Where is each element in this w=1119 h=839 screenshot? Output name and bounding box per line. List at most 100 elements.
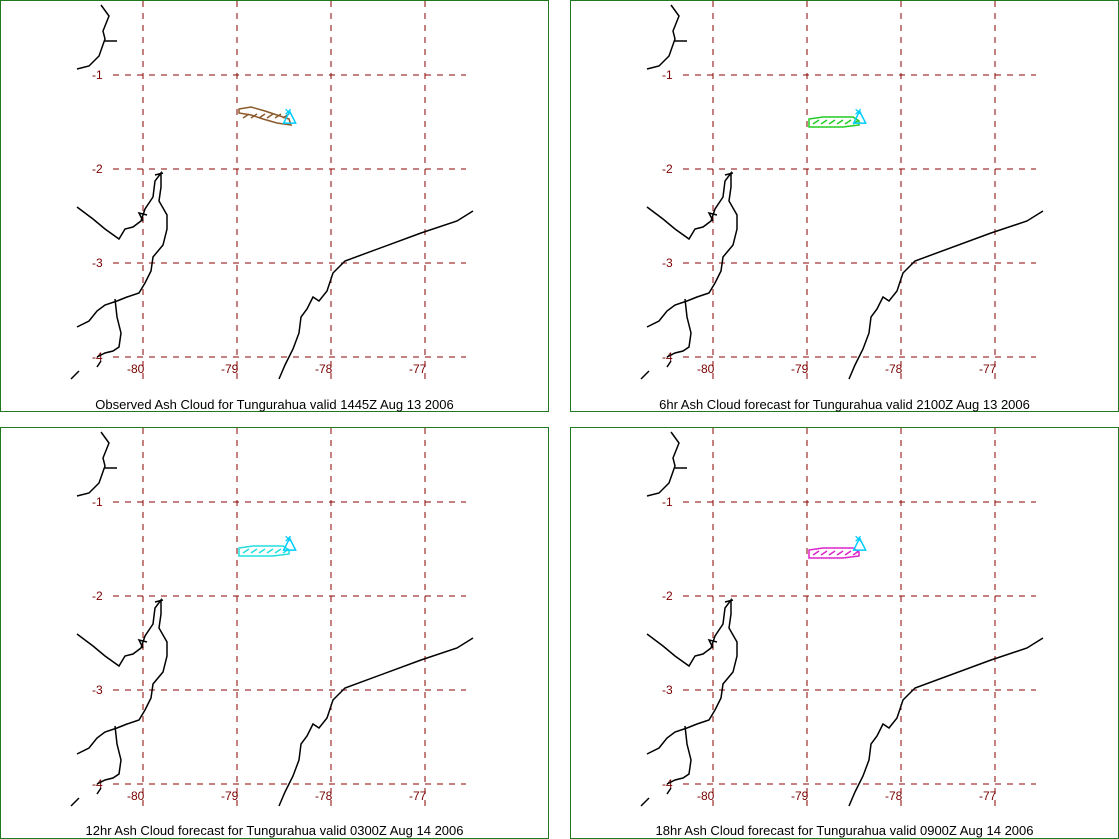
- panel-caption: Observed Ash Cloud for Tungurahua valid …: [95, 397, 454, 412]
- longitude-label: -79: [791, 362, 809, 376]
- latitude-label: -2: [92, 589, 103, 603]
- coastline: [666, 360, 672, 368]
- longitude-label: -77: [979, 362, 997, 376]
- coastline: [70, 797, 80, 807]
- panel-caption: 6hr Ash Cloud forecast for Tungurahua va…: [659, 397, 1030, 412]
- coastline: [646, 170, 738, 328]
- latitude-label: -2: [662, 589, 673, 603]
- volcano-star-icon: [285, 535, 292, 542]
- coastline: [724, 172, 734, 176]
- map-panel-observed: -1 -2 -3 -4 -80 -79 -78 -77 Observed Ash Cloud …: [0, 0, 549, 412]
- coastline: [646, 597, 738, 755]
- border-line: [278, 210, 474, 380]
- latitude-label: -1: [92, 68, 103, 82]
- longitude-label: -78: [885, 789, 903, 803]
- ash-cloud-hatch: [242, 113, 250, 119]
- ash-cloud-hatch: [274, 113, 282, 119]
- ash-cloud-hatch: [250, 113, 258, 119]
- coastline: [646, 4, 680, 70]
- longitude-label: -77: [979, 789, 997, 803]
- coastline: [76, 170, 168, 328]
- ash-cloud-hatch: [258, 548, 266, 554]
- longitude-label: -80: [697, 789, 715, 803]
- latitude-label: -2: [92, 162, 103, 176]
- volcano-star-icon: [855, 108, 862, 115]
- ash-cloud-hatch: [844, 119, 852, 125]
- longitude-label: -77: [409, 789, 427, 803]
- coastline: [707, 211, 718, 222]
- coastline: [724, 599, 734, 603]
- ash-cloud-hatch: [836, 550, 844, 556]
- volcano-star-icon: [285, 108, 292, 115]
- latitude-label: -1: [92, 495, 103, 509]
- ash-cloud-hatch: [274, 548, 282, 554]
- ash-cloud-hatch: [242, 548, 250, 554]
- panel-caption: 18hr Ash Cloud forecast for Tungurahua v…: [655, 823, 1034, 838]
- ash-cloud-hatch: [820, 550, 828, 556]
- ash-cloud-hatch: [828, 550, 836, 556]
- coastline: [76, 4, 110, 70]
- latitude-label: -3: [92, 256, 103, 270]
- volcano-marker-icon: [282, 536, 297, 551]
- volcano-marker-icon: [282, 109, 297, 124]
- border-line: [278, 637, 474, 807]
- border-line: [848, 210, 1044, 380]
- ash-cloud-hatch: [812, 119, 820, 125]
- longitude-label: -80: [127, 789, 145, 803]
- longitude-label: -78: [885, 362, 903, 376]
- panel-caption: 12hr Ash Cloud forecast for Tungurahua v…: [85, 823, 464, 838]
- longitude-label: -79: [791, 789, 809, 803]
- ash-map: -1-2-3-4-80 -79 -78 -77: [640, 428, 1044, 807]
- ash-map: -1-2-3-4-80 -79 -78 -77: [70, 428, 474, 807]
- coastline: [666, 787, 672, 795]
- ash-map: -1-2-3-4-80 -79 -78 -77: [70, 1, 474, 380]
- map-panel-12hr: -1 -2 -3 -4 -80 -79 -78 -77 12hr Ash Cloud fore…: [0, 427, 549, 839]
- coastline: [96, 360, 102, 368]
- coastline: [666, 298, 692, 358]
- volcano-star-icon: [855, 535, 862, 542]
- ash-cloud-hatch: [820, 119, 828, 125]
- ash-map: -1-2-3-4-80 -79 -78 -77: [640, 1, 1044, 380]
- coastline: [70, 370, 80, 380]
- longitude-label: -80: [697, 362, 715, 376]
- coastline: [76, 431, 110, 497]
- coastline: [666, 725, 692, 785]
- ash-cloud-hatch: [828, 119, 836, 125]
- ash-cloud-hatch: [812, 550, 820, 556]
- ash-cloud-hatch: [266, 113, 274, 119]
- longitude-label: -79: [221, 362, 239, 376]
- longitude-label: -78: [315, 362, 333, 376]
- latitude-label: -3: [92, 683, 103, 697]
- coastline: [76, 597, 168, 755]
- latitude-label: -1: [662, 68, 673, 82]
- longitude-label: -78: [315, 789, 333, 803]
- coastline: [96, 725, 122, 785]
- ash-cloud-hatch: [852, 550, 860, 556]
- latitude-label: -2: [662, 162, 673, 176]
- longitude-label: -80: [127, 362, 145, 376]
- volcano-marker-icon: [852, 109, 867, 124]
- longitude-label: -77: [409, 362, 427, 376]
- coastline: [646, 431, 680, 497]
- coastline: [154, 599, 164, 603]
- ash-cloud-outline: [238, 106, 293, 126]
- coastline: [707, 638, 718, 649]
- coastline: [154, 172, 164, 176]
- coastline: [640, 370, 650, 380]
- map-panel-18hr: -1 -2 -3 -4 -80 -79 -78 -77 18hr Ash Cloud fore…: [570, 427, 1119, 839]
- volcano-marker-icon: [852, 536, 867, 551]
- map-panel-6hr: -1 -2 -3 -4 -80 -79 -78 -77 6hr Ash Cloud forec…: [570, 0, 1119, 412]
- ash-cloud-hatch: [250, 548, 258, 554]
- ash-cloud-outline: [808, 547, 860, 559]
- latitude-label: -3: [662, 256, 673, 270]
- longitude-label: -79: [221, 789, 239, 803]
- coastline: [137, 638, 148, 649]
- ash-cloud-hatch: [844, 550, 852, 556]
- border-line: [848, 637, 1044, 807]
- coastline: [96, 787, 102, 795]
- ash-cloud-hatch: [836, 119, 844, 125]
- ash-cloud-outline: [238, 545, 290, 557]
- ash-cloud-hatch: [258, 113, 266, 119]
- coastline: [96, 298, 122, 358]
- latitude-label: -3: [662, 683, 673, 697]
